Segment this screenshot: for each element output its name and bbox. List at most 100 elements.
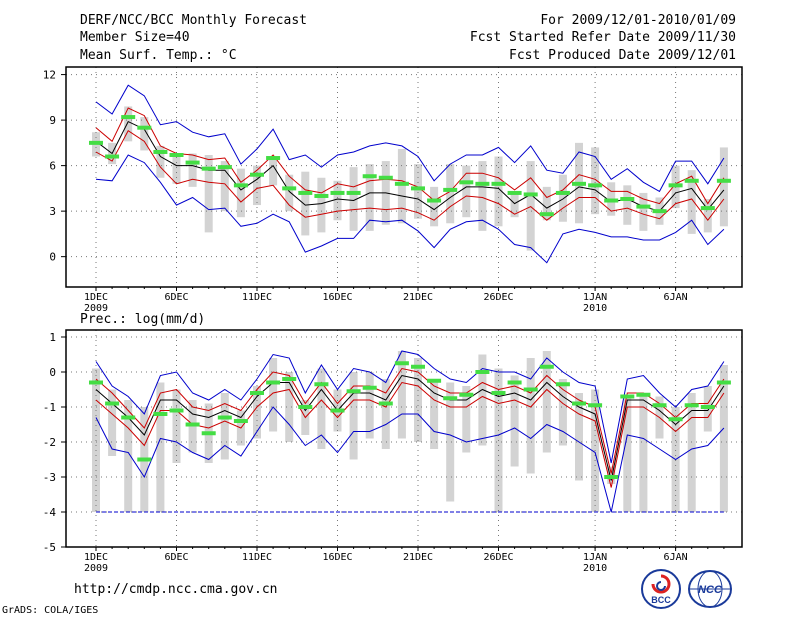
precipitation-upper-spread-line [95,367,725,474]
temperature-observed-mark [330,190,345,195]
ncc-logo: NCC [688,570,732,608]
temperature-y-tick-label: 12 [43,69,56,82]
precipitation-observed-mark [700,405,715,409]
temperature-x-tick-year: 2010 [583,303,607,314]
temperature-observed-mark [137,125,152,130]
precipitation-y-tick-label: -2 [43,436,56,449]
precipitation-x-tick-label: 1JAN [583,552,607,563]
temperature-box [204,155,213,233]
temperature-box [510,191,519,218]
precipitation-x-tick-label: 6DEC [164,552,188,563]
precipitation-box [542,351,551,453]
temperature-box [397,148,406,224]
precipitation-box [381,379,390,449]
precipitation-box [253,386,261,439]
temperature-y-tick-label: 3 [49,205,56,218]
temperature-box [220,161,229,212]
precipitation-observed-mark [443,396,458,401]
precipitation-observed-mark [153,412,168,416]
temperature-observed-mark [459,180,474,185]
precipitation-observed-mark [588,403,603,408]
temperature-ens-max-line [95,84,725,193]
temperature-box [333,180,342,221]
precipitation-x-tick-label: 11DEC [242,552,272,563]
precipitation-observed-mark [314,382,329,387]
precipitation-observed-mark [684,403,699,408]
temperature-observed-mark [201,166,216,171]
temperature-observed-mark [555,190,570,195]
precipitation-x-tick-label: 6JAN [664,552,688,563]
temperature-observed-mark [604,198,619,203]
temperature-observed-mark [378,175,393,180]
precipitation-x-tick-label: 21DEC [403,552,433,563]
temperature-observed-mark [105,154,120,159]
temperature-observed-mark [523,192,538,197]
precipitation-observed-mark [668,417,683,422]
temperature-box [188,153,197,187]
precipitation-observed-mark [217,415,232,420]
temperature-observed-mark [588,183,603,188]
temperature-observed-mark [652,209,667,214]
precipitation-observed-mark [411,364,425,369]
temperature-observed-mark [443,187,458,192]
precipitation-observed-mark [282,377,297,381]
temperature-box [687,170,696,234]
precipitation-box [172,389,181,463]
precipitation-box [156,382,165,512]
precipitation-observed-mark [507,380,522,385]
temperature-y-tick-label: 6 [49,160,56,173]
precipitation-y-tick-label: 1 [49,331,56,344]
precipitation-observed-mark [330,408,345,413]
temperature-box [703,199,712,233]
precipitation-observed-mark [523,387,538,392]
temperature-y-tick-label: 0 [49,251,56,264]
temperature-x-tick-label: 6DEC [164,292,188,303]
temperature-box [526,161,535,251]
temperature-observed-mark [282,186,297,191]
precipitation-box [446,382,455,502]
precipitation-box [430,379,439,449]
precipitation-box [269,358,278,432]
precipitation-box [349,372,358,460]
precipitation-box [124,400,133,512]
source-url[interactable]: http://cmdp.ncc.cma.gov.cn [74,582,278,597]
temperature-observed-mark [89,140,103,145]
member-size: Member Size=40 [80,30,190,45]
model-title: DERF/NCC/BCC Monthly Forecast [80,13,307,28]
precipitation-observed-mark [233,419,248,423]
precipitation-observed-mark [716,380,731,385]
precipitation-observed-mark [459,392,474,397]
temperature-observed-mark [217,165,232,170]
temperature-observed-mark [491,181,506,186]
temperature-observed-mark [572,181,586,186]
temperature-frame [65,66,743,288]
temperature-box [414,164,422,219]
temperature-x-tick-label: 16DEC [322,292,352,303]
precipitation-observed-mark [378,401,393,406]
precipitation-observed-mark [491,391,506,395]
precipitation-box [108,389,117,456]
precipitation-observed-mark [185,422,200,427]
temperature-x-tick-label: 26DEC [483,292,513,303]
precipitation-box [639,393,648,512]
precipitation-observed-mark [427,378,442,383]
precipitation-observed-mark [572,401,586,406]
precipitation-y-tick-label: 0 [49,366,56,379]
precipitation-observed-mark [250,391,264,395]
precipitation-box [478,354,487,446]
precipitation-box [719,365,728,512]
temperature-box [462,165,471,218]
temperature-observed-mark [539,212,554,217]
temperature-observed-mark [620,197,635,201]
temperature-box [446,164,455,224]
temperature-observed-mark [169,153,184,157]
temperature-observed-mark [266,156,281,161]
precipitation-observed-mark [539,364,554,369]
precipitation-box [526,358,535,474]
temperature-lower-spread-line [95,129,725,222]
temperature-x-tick-label: 6JAN [664,292,688,303]
temperature-observed-mark [233,183,248,188]
temperature-box [349,167,358,231]
temperature-x-tick-label: 21DEC [403,292,433,303]
